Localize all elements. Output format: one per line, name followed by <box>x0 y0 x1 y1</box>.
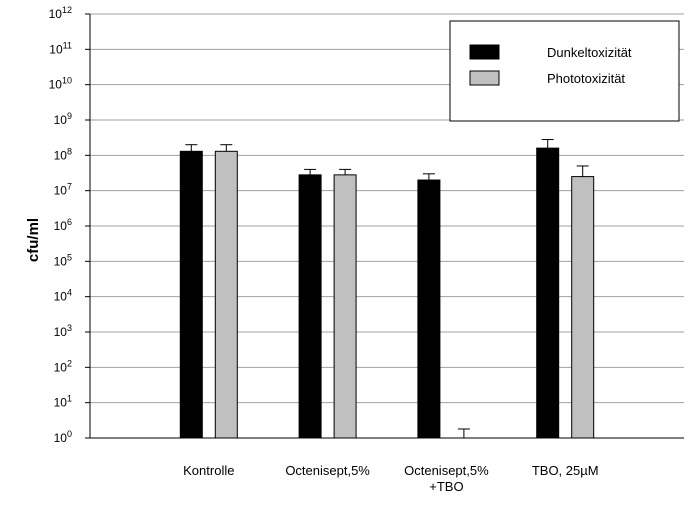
y-tick-exponent: 0 <box>67 429 72 439</box>
y-tick-label: 109 <box>54 111 72 127</box>
bar-series-1 <box>536 147 560 439</box>
y-tick-label: 107 <box>54 182 72 198</box>
y-tick-label: 101 <box>54 394 72 410</box>
bar-series-1 <box>417 179 441 439</box>
legend-swatch-series-1 <box>469 44 500 60</box>
y-tick-label: 102 <box>54 358 72 374</box>
y-tick-label: 104 <box>54 288 72 304</box>
y-tick-label: 1012 <box>49 5 72 21</box>
bar-series-1 <box>298 174 322 439</box>
y-tick-labels: 1001011021031041051061071081091010101110… <box>49 5 72 445</box>
y-tick-exponent: 11 <box>63 40 72 50</box>
axes <box>85 13 684 439</box>
x-category-label: +TBO <box>429 479 463 494</box>
y-tick-exponent: 12 <box>62 5 72 15</box>
bar-series-2 <box>333 174 357 439</box>
legend: Dunkeltoxizität Phototoxizität <box>449 20 680 122</box>
bar-series-2 <box>214 150 238 439</box>
legend-swatch-series-2 <box>469 70 500 86</box>
x-category-label: Kontrolle <box>183 463 234 478</box>
y-tick-exponent: 7 <box>67 182 72 192</box>
legend-label-series-2: Phototoxizität <box>547 71 625 86</box>
bar-series-1 <box>179 150 203 439</box>
y-axis-label: cfu/ml <box>25 218 42 262</box>
y-tick-exponent: 3 <box>67 323 72 333</box>
y-tick-label: 100 <box>54 429 72 445</box>
y-tick-label: 108 <box>54 146 72 162</box>
y-tick-exponent: 4 <box>67 288 72 298</box>
y-tick-exponent: 1 <box>67 394 72 404</box>
x-category-label: Octenisept,5% <box>285 463 370 478</box>
y-tick-label: 1011 <box>49 40 72 56</box>
y-tick-exponent: 10 <box>62 76 72 86</box>
legend-label-series-1: Dunkeltoxizität <box>547 45 632 60</box>
y-tick-label: 103 <box>54 323 72 339</box>
y-tick-exponent: 5 <box>67 252 72 262</box>
y-tick-label: 106 <box>54 217 72 233</box>
x-category-labels: Kontrolle Octenisept,5% Octenisept,5%+TBOT… <box>183 463 598 494</box>
bars <box>179 139 595 439</box>
bar-series-2 <box>571 176 595 439</box>
y-tick-exponent: 9 <box>67 111 72 121</box>
y-tick-exponent: 6 <box>67 217 72 227</box>
y-tick-label: 105 <box>54 252 72 268</box>
x-category-label: Octenisept,5% <box>404 463 489 478</box>
y-tick-exponent: 2 <box>67 358 72 368</box>
y-tick-exponent: 8 <box>67 146 72 156</box>
x-category-label: TBO, 25µM <box>532 463 599 478</box>
y-tick-label: 1010 <box>49 76 72 92</box>
